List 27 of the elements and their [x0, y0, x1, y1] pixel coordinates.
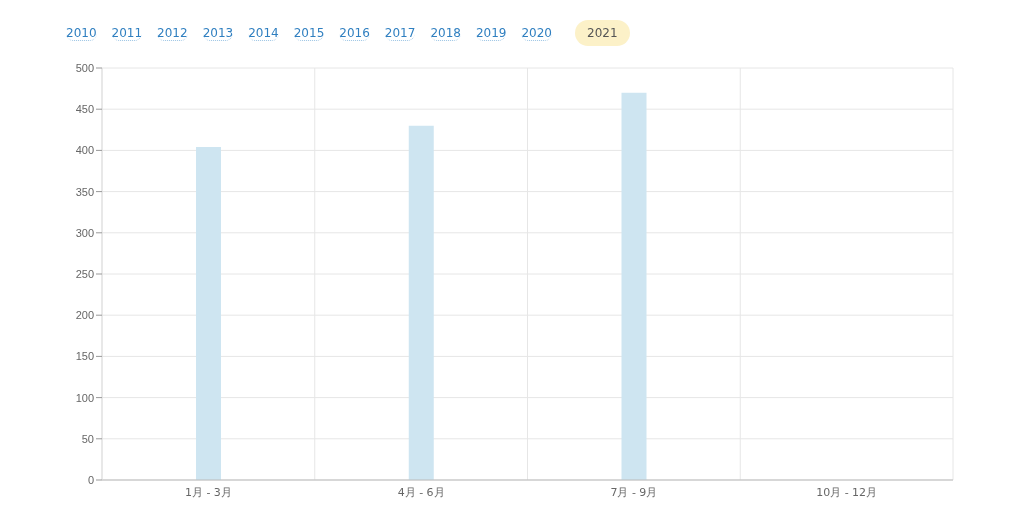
text: 2018: [430, 25, 461, 41]
y-tick-label: 200: [75, 309, 94, 322]
y-tick-label: 50: [81, 432, 94, 445]
x-tick-label: 7月 - 9月: [610, 485, 658, 499]
y-tick-label: 400: [75, 144, 94, 157]
y-tick-label: 350: [75, 185, 94, 198]
text: 2020: [521, 25, 553, 41]
y-tick-label: 450: [75, 103, 94, 116]
text: 2012: [157, 25, 188, 41]
x-tick-label: 4月 - 6月: [397, 485, 445, 499]
x-tick-label: 1月 - 3月: [184, 485, 232, 499]
text: 2013: [202, 25, 234, 41]
text: 2019: [475, 25, 507, 41]
text: 2017: [384, 25, 416, 41]
y-tick-label: 100: [75, 391, 94, 404]
text: 2014: [248, 25, 279, 41]
text: 2010: [66, 25, 97, 41]
text: 2016: [339, 25, 370, 41]
y-tick-label: 300: [75, 226, 94, 239]
text: 2021: [575, 20, 630, 46]
y-tick-label: 150: [75, 350, 94, 363]
y-tick-label: 250: [75, 267, 94, 280]
text: 2015: [293, 25, 325, 41]
y-tick-label: 0: [87, 473, 94, 486]
text: 2011: [111, 25, 143, 41]
y-tick-label: 500: [75, 61, 94, 74]
x-tick-label: 10月 - 12月: [816, 485, 878, 499]
